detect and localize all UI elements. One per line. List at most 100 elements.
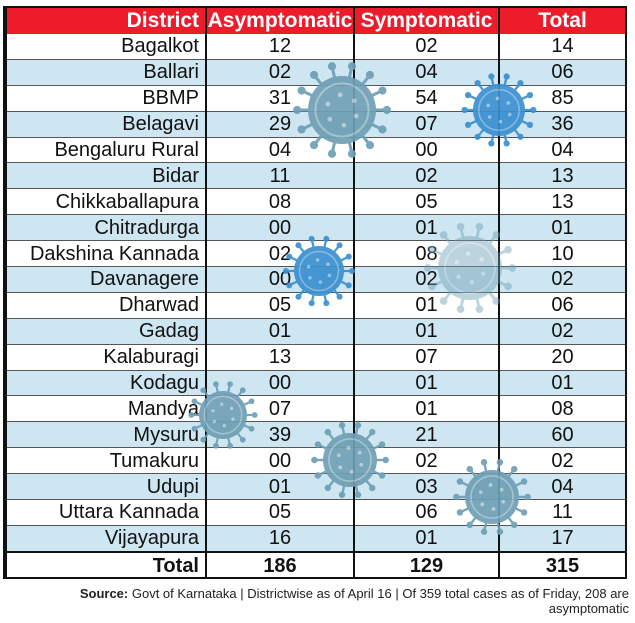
header-symptomatic: Symptomatic xyxy=(353,8,500,34)
cell-asymptomatic: 39 xyxy=(205,421,355,449)
cell-symptomatic: 01 xyxy=(353,318,500,345)
cell-asymptomatic: 04 xyxy=(205,137,355,164)
cell-total: 13 xyxy=(498,162,625,190)
cell-district: Udupi xyxy=(5,473,207,501)
table-body: Bagalkot 12 02 14 Ballari 02 04 06 BBMP 31 54 85 Bel… xyxy=(5,34,625,553)
table-row: BBMP 31 54 85 xyxy=(5,85,625,112)
table-row: Bidar 11 02 13 xyxy=(5,162,625,190)
cell-symptomatic: 02 xyxy=(353,34,500,60)
cell-symptomatic: 08 xyxy=(353,240,500,268)
cell-asymptomatic: 08 xyxy=(205,188,355,216)
cell-district: Ballari xyxy=(5,59,207,86)
cell-district: Bidar xyxy=(5,162,207,190)
totals-total: 315 xyxy=(498,550,625,577)
cell-district: Uttara Kannada xyxy=(5,499,207,526)
cell-symptomatic: 54 xyxy=(353,85,500,112)
cell-total: 01 xyxy=(498,214,625,242)
cell-asymptomatic: 00 xyxy=(205,447,355,475)
cell-symptomatic: 05 xyxy=(353,188,500,216)
cell-total: 02 xyxy=(498,447,625,475)
case-table-frame: District Asymptomatic Symptomatic Total … xyxy=(3,6,627,579)
cell-district: Dakshina Kannada xyxy=(5,240,207,268)
table-row: Davanagere 00 02 02 xyxy=(5,266,625,293)
cell-asymptomatic: 00 xyxy=(205,266,355,293)
cell-total: 04 xyxy=(498,473,625,501)
cell-total: 17 xyxy=(498,525,625,553)
cell-asymptomatic: 05 xyxy=(205,292,355,319)
cell-asymptomatic: 07 xyxy=(205,395,355,423)
table-row: Dharwad 05 01 06 xyxy=(5,292,625,319)
district-case-table: District Asymptomatic Symptomatic Total … xyxy=(5,8,625,577)
table-row: Uttara Kannada 05 06 11 xyxy=(5,499,625,526)
table-row: Mandya 07 01 08 xyxy=(5,395,625,423)
table-row: Dakshina Kannada 02 08 10 xyxy=(5,240,625,268)
table-row: Kalaburagi 13 07 20 xyxy=(5,344,625,371)
cell-district: Kalaburagi xyxy=(5,344,207,371)
totals-label: Total xyxy=(5,550,207,577)
cell-district: Bengaluru Rural xyxy=(5,137,207,164)
cell-total: 10 xyxy=(498,240,625,268)
cell-asymptomatic: 00 xyxy=(205,370,355,397)
totals-symptomatic: 129 xyxy=(353,550,500,577)
cell-symptomatic: 02 xyxy=(353,162,500,190)
cell-asymptomatic: 12 xyxy=(205,34,355,60)
cell-total: 60 xyxy=(498,421,625,449)
cell-district: Chitradurga xyxy=(5,214,207,242)
cell-asymptomatic: 02 xyxy=(205,59,355,86)
cell-symptomatic: 01 xyxy=(353,395,500,423)
cell-total: 36 xyxy=(498,111,625,138)
cell-asymptomatic: 29 xyxy=(205,111,355,138)
cell-total: 85 xyxy=(498,85,625,112)
cell-symptomatic: 02 xyxy=(353,266,500,293)
cell-total: 04 xyxy=(498,137,625,164)
cell-total: 02 xyxy=(498,318,625,345)
cell-asymptomatic: 01 xyxy=(205,473,355,501)
table-row: Vijayapura 16 01 17 xyxy=(5,525,625,553)
cell-symptomatic: 01 xyxy=(353,214,500,242)
header-total: Total xyxy=(498,8,625,34)
cell-asymptomatic: 16 xyxy=(205,525,355,553)
cell-asymptomatic: 00 xyxy=(205,214,355,242)
cell-asymptomatic: 05 xyxy=(205,499,355,526)
totals-row: Total 186 129 315 xyxy=(5,550,625,577)
cell-symptomatic: 07 xyxy=(353,111,500,138)
table-row: Chikkaballapura 08 05 13 xyxy=(5,188,625,216)
table-row: Mysuru 39 21 60 xyxy=(5,421,625,449)
cell-district: Kodagu xyxy=(5,370,207,397)
cell-symptomatic: 03 xyxy=(353,473,500,501)
cell-asymptomatic: 31 xyxy=(205,85,355,112)
source-note: Source: Govt of Karnataka | Districtwise… xyxy=(29,586,629,616)
cell-total: 06 xyxy=(498,59,625,86)
source-label: Source: xyxy=(79,586,129,601)
table-row: Bengaluru Rural 04 00 04 xyxy=(5,137,625,164)
cell-symptomatic: 04 xyxy=(353,59,500,86)
cell-total: 06 xyxy=(498,292,625,319)
cell-district: Gadag xyxy=(5,318,207,345)
cell-total: 02 xyxy=(498,266,625,293)
cell-symptomatic: 01 xyxy=(353,370,500,397)
cell-district: Chikkaballapura xyxy=(5,188,207,216)
table-row: Kodagu 00 01 01 xyxy=(5,370,625,397)
cell-district: Vijayapura xyxy=(5,525,207,553)
cell-symptomatic: 07 xyxy=(353,344,500,371)
cell-district: Davanagere xyxy=(5,266,207,293)
header-district: District xyxy=(5,8,207,34)
cell-symptomatic: 01 xyxy=(353,292,500,319)
table-row: Tumakuru 00 02 02 xyxy=(5,447,625,475)
cell-district: Mandya xyxy=(5,395,207,423)
cell-asymptomatic: 11 xyxy=(205,162,355,190)
cell-symptomatic: 06 xyxy=(353,499,500,526)
cell-symptomatic: 02 xyxy=(353,447,500,475)
totals-asymptomatic: 186 xyxy=(205,550,355,577)
header-asymptomatic: Asymptomatic xyxy=(205,8,355,34)
cell-district: BBMP xyxy=(5,85,207,112)
cell-symptomatic: 21 xyxy=(353,421,500,449)
cell-total: 08 xyxy=(498,395,625,423)
table-row: Gadag 01 01 02 xyxy=(5,318,625,345)
cell-asymptomatic: 02 xyxy=(205,240,355,268)
source-text: Govt of Karnataka | Districtwise as of A… xyxy=(131,586,629,616)
table-row: Chitradurga 00 01 01 xyxy=(5,214,625,242)
cell-district: Bagalkot xyxy=(5,34,207,60)
table-row: Udupi 01 03 04 xyxy=(5,473,625,501)
cell-symptomatic: 00 xyxy=(353,137,500,164)
